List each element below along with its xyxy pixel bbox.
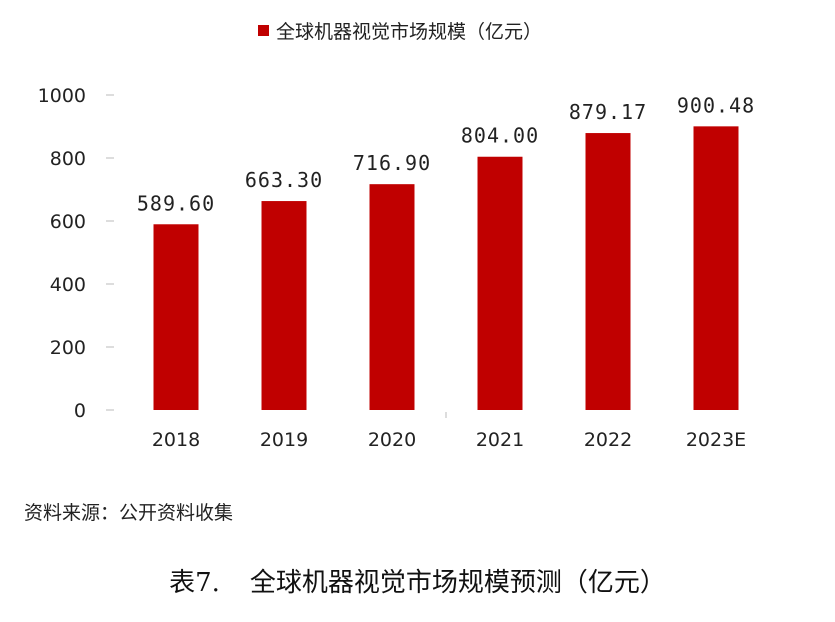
y-tick-label: 800 xyxy=(50,148,86,170)
legend-swatch xyxy=(258,25,269,36)
x-tick-label: 2022 xyxy=(584,429,632,451)
bar xyxy=(477,156,523,410)
source-note: 资料来源：公开资料收集 xyxy=(24,502,234,524)
x-tick-label: 2020 xyxy=(368,429,416,451)
y-tick-label: 1000 xyxy=(38,85,86,107)
bar xyxy=(261,201,307,410)
data-label: 879.17 xyxy=(569,100,647,124)
y-tick-label: 0 xyxy=(74,400,86,422)
bars xyxy=(153,126,739,410)
y-tick-label: 600 xyxy=(50,211,86,233)
bar xyxy=(585,133,631,410)
data-label: 663.30 xyxy=(245,168,323,192)
x-tick-label: 2018 xyxy=(152,429,200,451)
data-label: 804.00 xyxy=(461,124,539,148)
data-label: 900.48 xyxy=(677,93,755,117)
y-axis: 0 200 400 600 800 1000 xyxy=(38,85,114,422)
x-tick-label: 2021 xyxy=(476,429,524,451)
x-tick-label: 2023E xyxy=(686,429,746,451)
x-axis: 2018 2019 2020 2021 2022 2023E xyxy=(152,412,746,451)
legend-label: 全球机器视觉市场规模（亿元） xyxy=(276,21,542,43)
bar-chart: 全球机器视觉市场规模（亿元） 0 200 400 600 800 1000 589.60 6… xyxy=(38,21,755,451)
caption-text: 全球机器视觉市场规模预测（亿元） xyxy=(249,568,666,598)
data-label: 716.90 xyxy=(353,151,431,175)
bar xyxy=(693,126,739,410)
data-label: 589.60 xyxy=(137,191,215,215)
caption-number: 表7. xyxy=(169,568,220,598)
bar xyxy=(153,224,199,410)
bar xyxy=(369,184,415,410)
x-tick-label: 2019 xyxy=(260,429,308,451)
y-tick-label: 400 xyxy=(50,274,86,296)
data-labels: 589.60 663.30 716.90 804.00 879.17 900.48 xyxy=(137,93,755,215)
table-caption: 表7. 全球机器视觉市场规模预测（亿元） xyxy=(0,562,835,599)
y-tick-label: 200 xyxy=(50,337,86,359)
